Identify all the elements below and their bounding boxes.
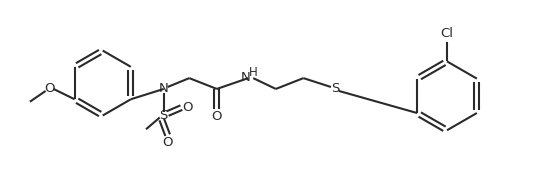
Text: N: N xyxy=(159,82,168,95)
Text: H: H xyxy=(249,66,257,79)
Text: O: O xyxy=(212,110,222,123)
Text: O: O xyxy=(44,82,55,95)
Text: O: O xyxy=(163,136,173,149)
Text: Cl: Cl xyxy=(440,27,454,40)
Text: O: O xyxy=(182,101,192,114)
Text: N: N xyxy=(240,71,250,84)
Text: S: S xyxy=(330,82,339,95)
Text: S: S xyxy=(159,109,168,122)
